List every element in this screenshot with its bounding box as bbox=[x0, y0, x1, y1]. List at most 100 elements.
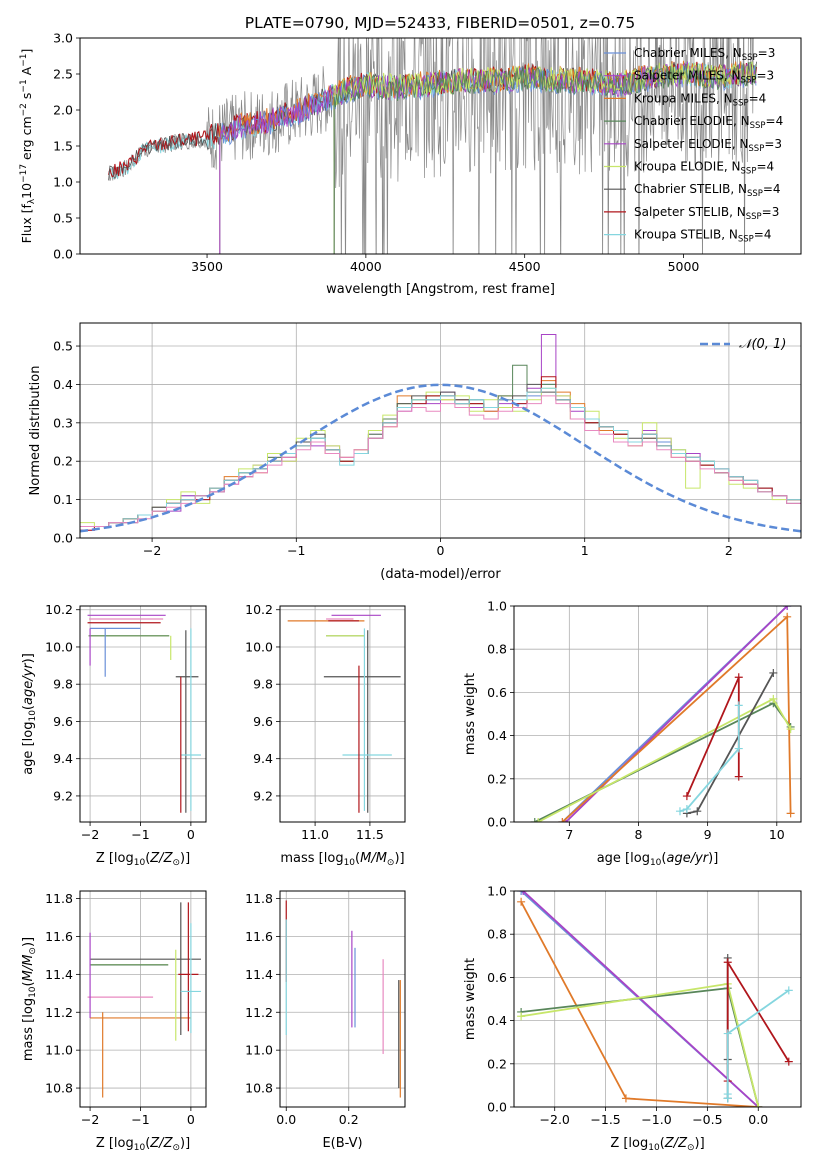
x-tick-label: 0 bbox=[187, 1112, 195, 1127]
y-tick-label: 0.4 bbox=[487, 1013, 507, 1028]
chart-age_vs_z: −2 −1 0 9.2 9.4 9.6 9.8 10.0 10.2 Z [log10(Z/Z⊙)]… bbox=[21, 602, 207, 868]
mass_weight_vs_age-ylabel: mass weight bbox=[463, 673, 478, 755]
chart-mass_vs_ebv: 0.0 0.2 10.8 11.0 11.2 11.4 11.6 11.8 E(B-V) bbox=[245, 890, 406, 1151]
y-tick-label: 9.2 bbox=[253, 788, 273, 803]
plot-area bbox=[287, 614, 401, 813]
series-line-krou_elodie bbox=[537, 697, 792, 822]
y-tick-label: 0.5 bbox=[53, 211, 73, 226]
series-point bbox=[734, 673, 743, 682]
chart-age_vs_mass: 11.0 11.5 9.2 9.4 9.6 9.8 10.0 10.2 mass [log10(… bbox=[245, 602, 406, 868]
chart-residual_hist: −2 −1 0 1 2 0.0 0.1 0.2 0.3 0.4 0.5 𝒩(0, 1) (data-mo… bbox=[28, 322, 802, 582]
legend-entry: Salpeter MILES, NSSP=3 bbox=[634, 69, 774, 86]
axes-frame bbox=[79, 605, 207, 823]
x-tick-label: −2 bbox=[81, 1112, 99, 1127]
series-point bbox=[734, 744, 743, 753]
plot-area bbox=[517, 891, 793, 1107]
y-tick-label: 11.4 bbox=[45, 967, 73, 982]
series-point bbox=[530, 818, 539, 822]
y-tick-label: 11.6 bbox=[245, 929, 273, 944]
model-spectrum-chab_elodie bbox=[333, 61, 757, 254]
plot-area bbox=[285, 900, 401, 1098]
histogram-chab_elodie bbox=[80, 364, 801, 527]
y-tick-label: 0.0 bbox=[53, 531, 73, 546]
age_vs_z-xlabel: Z [log10(Z/Z⊙)] bbox=[96, 851, 190, 868]
y-tick-label: 11.2 bbox=[45, 1005, 73, 1020]
y-tick-label: 1.5 bbox=[53, 139, 73, 154]
x-tick-label: 0.0 bbox=[748, 1112, 768, 1127]
series-point bbox=[682, 792, 691, 801]
mass_weight_vs_z-xlabel: Z [log10(Z/Z⊙)] bbox=[610, 1136, 704, 1153]
plot-area bbox=[87, 614, 201, 813]
series-point bbox=[784, 1057, 793, 1066]
axes-frame bbox=[79, 37, 802, 255]
x-tick-label: −2.0 bbox=[540, 1112, 570, 1127]
chart-mass_weight_vs_z: −2.0 −1.5 −1.0 −0.5 0.0 0.0 0.2 0.4 0.6 0.8 1.0 Z [… bbox=[463, 884, 802, 1153]
series-point bbox=[723, 958, 732, 967]
mass_weight_vs_z-ylabel: mass weight bbox=[463, 958, 478, 1040]
legend-entry: Salpeter STELIB, NSSP=3 bbox=[634, 205, 779, 222]
series-point bbox=[534, 818, 543, 822]
series-point bbox=[519, 891, 528, 895]
y-tick-label: 10.2 bbox=[245, 602, 273, 617]
series-point bbox=[517, 1012, 526, 1021]
y-tick-label: 11.2 bbox=[245, 1005, 273, 1020]
series-point bbox=[784, 986, 793, 995]
histogram-chab_stelib bbox=[80, 383, 801, 527]
y-tick-label: 3.0 bbox=[53, 31, 73, 46]
y-tick-label: 0.1 bbox=[53, 492, 73, 507]
x-tick-label: −0.5 bbox=[692, 1112, 722, 1127]
y-tick-label: 0.3 bbox=[53, 415, 73, 430]
series-point bbox=[783, 612, 792, 621]
x-tick-label: −1 bbox=[131, 827, 149, 842]
x-tick-label: 3500 bbox=[191, 259, 223, 274]
series-point bbox=[517, 891, 526, 895]
x-tick-label: 11.0 bbox=[301, 827, 329, 842]
x-tick-label: −2 bbox=[143, 543, 161, 558]
series-point bbox=[558, 818, 567, 822]
histogram-salp_miles bbox=[80, 334, 801, 531]
spectrum-ylabel: Flux [fλ10−17 erg cm−2 s−1 A−1] bbox=[19, 49, 37, 244]
y-tick-label: 10.0 bbox=[245, 639, 273, 654]
y-tick-label: 0.2 bbox=[487, 1056, 507, 1071]
x-tick-label: 4500 bbox=[509, 259, 541, 274]
plot-area bbox=[87, 902, 201, 1098]
series-point bbox=[693, 807, 702, 816]
y-tick-label: 0.0 bbox=[487, 815, 507, 830]
y-tick-label: 11.8 bbox=[245, 891, 273, 906]
legend-entry: 𝒩(0, 1) bbox=[739, 337, 786, 352]
y-tick-label: 0.6 bbox=[487, 970, 507, 985]
age_vs_mass-xlabel: mass [log10(M/M⊙)] bbox=[280, 851, 404, 868]
x-tick-label: 10 bbox=[769, 827, 785, 842]
y-tick-label: 0.4 bbox=[487, 728, 507, 743]
chart-spectrum: 3500 4000 4500 5000 0.0 0.5 1.0 1.5 2.0 2.5 3.0 wav… bbox=[19, 31, 802, 297]
y-tick-label: 10.8 bbox=[45, 1081, 73, 1096]
model-spectrum-salp_miles bbox=[219, 60, 757, 254]
axes-frame bbox=[79, 322, 802, 539]
y-tick-label: 10.8 bbox=[245, 1081, 273, 1096]
axes-frame bbox=[79, 890, 207, 1108]
y-tick-label: 0.0 bbox=[53, 247, 73, 262]
series-point bbox=[783, 606, 792, 610]
x-tick-label: 5000 bbox=[668, 259, 700, 274]
series-point bbox=[754, 1103, 763, 1107]
x-tick-label: 7 bbox=[565, 827, 573, 842]
series-line-krou_stelib bbox=[679, 705, 740, 813]
mass_vs_z-ylabel: mass [log10(M/M⊙)] bbox=[21, 937, 38, 1061]
series-point bbox=[517, 897, 526, 906]
series-point bbox=[621, 1094, 630, 1103]
histogram-krou_elodie bbox=[80, 387, 801, 527]
x-tick-label: 11.5 bbox=[356, 827, 384, 842]
x-tick-label: 2 bbox=[725, 543, 733, 558]
series-point bbox=[769, 668, 778, 677]
y-tick-label: 9.2 bbox=[53, 788, 73, 803]
axes-frame bbox=[513, 605, 802, 823]
legend-entry: Kroupa STELIB, NSSP=4 bbox=[634, 228, 772, 245]
hist-ylabel: Normed distribution bbox=[28, 366, 43, 496]
mass_weight_vs_age-xlabel: age [log10(age/yr)] bbox=[597, 851, 719, 868]
legend-entry: Chabrier STELIB, NSSP=4 bbox=[634, 182, 781, 199]
axes-frame bbox=[513, 890, 802, 1108]
legend-entry: Kroupa ELODIE, NSSP=4 bbox=[634, 160, 774, 177]
y-tick-label: 10.2 bbox=[45, 602, 73, 617]
series-point bbox=[682, 805, 691, 814]
histogram-chab_miles bbox=[80, 383, 801, 527]
